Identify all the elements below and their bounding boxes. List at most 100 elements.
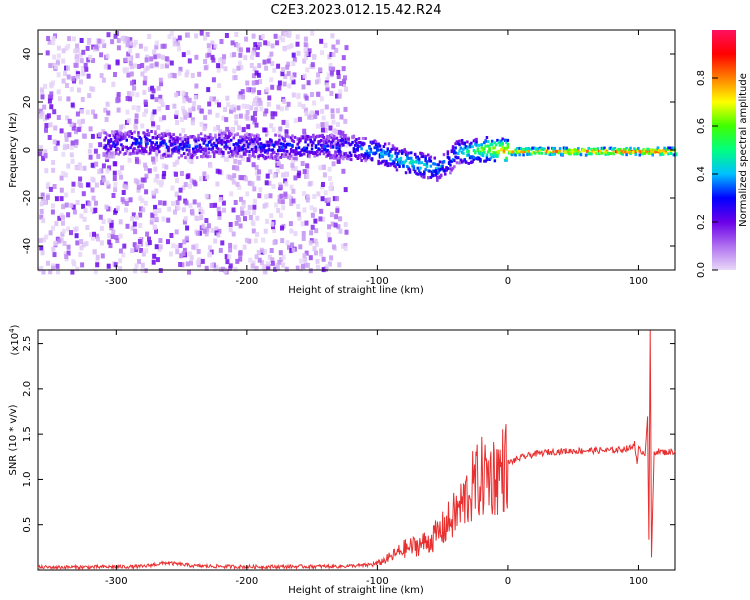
snr-x-tick-label: 100: [629, 576, 648, 587]
heatmap-ridge-cell: [309, 150, 312, 154]
heatmap-cell: [80, 109, 84, 115]
heatmap-ridge-cell: [145, 136, 148, 140]
heatmap-ridge-cell: [411, 160, 414, 164]
heatmap-ridge-cell: [279, 142, 282, 146]
heatmap-cell: [67, 132, 72, 138]
heatmap-cell: [246, 87, 251, 93]
heatmap-cell: [61, 171, 66, 176]
heatmap-cell: [155, 257, 160, 263]
heatmap-ridge-cell: [353, 143, 357, 147]
heatmap-cell: [264, 65, 269, 71]
heatmap-ridge-cell: [201, 138, 204, 142]
heatmap-cell: [310, 115, 315, 120]
heatmap-cell: [252, 47, 257, 53]
heatmap-cell: [192, 179, 197, 185]
heatmap-cell: [158, 244, 163, 250]
heatmap-cell: [213, 43, 218, 49]
snr-x-tick-label: -200: [236, 576, 259, 587]
heatmap-cell: [220, 240, 225, 246]
heatmap-ridge-cell: [112, 141, 115, 145]
heatmap-ridge-cell: [561, 152, 564, 156]
heatmap-ridge-cell: [207, 151, 211, 155]
heatmap-ridge-cell: [256, 140, 259, 144]
heatmap-cell: [190, 73, 195, 78]
heatmap-ridge-cell: [382, 159, 386, 163]
heatmap-cell: [46, 260, 50, 266]
heatmap-cell: [174, 114, 179, 119]
heatmap-cell: [153, 177, 158, 183]
heatmap-cell: [199, 30, 204, 36]
heatmap-cell: [302, 128, 307, 134]
heatmap-ridge-cell: [386, 149, 389, 153]
heatmap-ridge-cell: [163, 131, 166, 135]
heatmap-ridge-cell: [586, 149, 589, 153]
heatmap-cell: [166, 59, 171, 65]
heatmap-cell: [228, 242, 233, 248]
heatmap-cell: [218, 57, 223, 63]
heatmap-cell: [156, 53, 161, 59]
heatmap-cell: [86, 73, 91, 79]
heatmap-cell: [326, 140, 330, 146]
heatmap-cell: [278, 126, 283, 132]
heatmap-cell: [225, 259, 230, 265]
heatmap-cell: [133, 63, 137, 69]
heatmap-ridge-cell: [177, 151, 181, 155]
heatmap-cell: [264, 202, 269, 208]
heatmap-ridge-cell: [393, 146, 396, 150]
heatmap-cell: [122, 243, 127, 249]
heatmap-ridge-cell: [399, 160, 403, 164]
heatmap-ridge-cell: [378, 153, 382, 157]
heatmap-ridge-cell: [395, 163, 399, 166]
heatmap-ridge-cell: [150, 143, 153, 147]
heatmap-ridge-cell: [438, 168, 442, 172]
heatmap-ridge-cell: [228, 146, 232, 150]
heatmap-ridge-cell: [146, 142, 149, 146]
heatmap-cell: [340, 130, 345, 136]
heatmap-cell: [158, 98, 163, 104]
heatmap-ridge-cell: [524, 147, 528, 151]
heatmap-cell: [241, 155, 245, 161]
heatmap-cell: [234, 114, 239, 120]
heatmap-ridge-cell: [326, 144, 329, 148]
heatmap-ridge-cell: [485, 158, 489, 162]
heatmap-cell: [143, 99, 148, 105]
heatmap-ridge-cell: [108, 144, 111, 148]
heatmap-ridge-cell: [363, 153, 366, 157]
heatmap-cell: [291, 247, 296, 253]
heatmap-ridge-cell: [406, 154, 409, 158]
heatmap-cell: [88, 54, 93, 60]
heatmap-ridge-cell: [434, 171, 438, 174]
heatmap-cell: [99, 240, 104, 246]
heatmap-ridge-cell: [215, 150, 218, 154]
heatmap-ridge-cell: [397, 160, 400, 164]
heatmap-cell: [125, 96, 130, 101]
heatmap-ridge-cell: [266, 143, 269, 147]
heatmap-ridge-cell: [552, 150, 555, 154]
heatmap-cell: [221, 115, 226, 121]
heatmap-cell: [337, 262, 342, 268]
heatmap-ridge-cell: [566, 149, 570, 153]
heatmap-ridge-cell: [293, 135, 297, 139]
heatmap-cell: [270, 84, 275, 90]
heatmap-ridge-cell: [197, 148, 200, 152]
heatmap-cell: [231, 207, 236, 213]
heatmap-ridge-cell: [535, 148, 538, 151]
heatmap-ridge-cell: [304, 140, 307, 144]
heatmap-cell: [138, 43, 143, 49]
heatmap-ridge-cell: [651, 153, 654, 157]
heatmap-cell: [280, 71, 285, 77]
heatmap-cell: [339, 80, 344, 86]
heatmap-cell: [307, 114, 312, 120]
heatmap-cell: [65, 83, 69, 88]
heatmap-ridge-cell: [522, 148, 525, 151]
heatmap-ridge-cell: [211, 150, 215, 154]
heatmap-cell: [75, 43, 80, 49]
heatmap-cell: [212, 96, 216, 102]
heatmap-ridge-cell: [155, 136, 158, 140]
heatmap-cell: [181, 90, 186, 96]
heatmap-cell: [278, 184, 283, 190]
heatmap-cell: [44, 123, 49, 128]
heatmap-cell: [291, 92, 296, 98]
heatmap-ridge-cell: [573, 148, 576, 152]
snr-panel: -300 -200 -100 0 100 0.51.01.52.02.5 Height …: [8, 324, 676, 596]
